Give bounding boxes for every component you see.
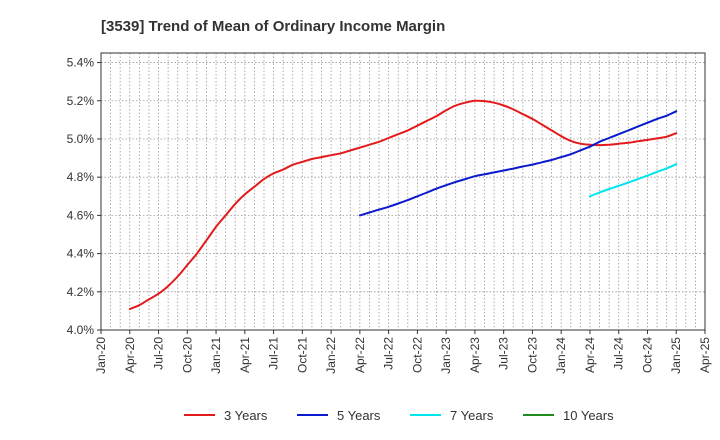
y-tick-label: 4.2%	[67, 285, 95, 299]
y-tick-label: 4.0%	[67, 323, 95, 337]
legend-label-3: 7 Years	[450, 408, 494, 423]
series-line-2	[358, 110, 678, 217]
x-tick-label: Jul-22	[382, 337, 396, 370]
y-tick-label: 4.6%	[67, 208, 95, 222]
x-tick-label: Jan-23	[439, 337, 453, 374]
x-tick-label: Jul-21	[267, 337, 281, 370]
y-tick-label: 5.4%	[67, 56, 95, 70]
x-tick-label: Jan-20	[94, 337, 108, 374]
chart-title: [3539] Trend of Mean of Ordinary Income …	[101, 18, 445, 35]
legend: 3 Years 5 Years 7 Years 10 Years	[184, 408, 614, 423]
x-tick-label: Apr-23	[468, 337, 482, 373]
series-lines	[128, 99, 678, 310]
x-tick-label: Oct-20	[180, 337, 194, 373]
x-tick-label: Apr-25	[698, 337, 712, 373]
legend-label-4: 10 Years	[563, 408, 614, 423]
grid-lines	[101, 53, 705, 330]
x-tick-label: Jul-24	[612, 337, 626, 370]
x-tick-label: Oct-24	[640, 337, 654, 373]
x-tick-label: Apr-22	[353, 337, 367, 373]
x-tick-label: Apr-21	[238, 337, 252, 373]
x-tick-label: Apr-20	[123, 337, 137, 373]
y-tick-label: 4.4%	[67, 247, 95, 261]
x-axis-ticks: Jan-20 Apr-20 Jul-20 Oct-20 Jan-21 Apr-21 Jul-…	[94, 330, 712, 374]
x-tick-label: Jan-21	[209, 337, 223, 374]
legend-label-2: 5 Years	[337, 408, 381, 423]
y-tick-label: 5.2%	[67, 94, 95, 108]
y-tick-label: 5.0%	[67, 132, 95, 146]
x-tick-label: Jan-22	[324, 337, 338, 374]
x-tick-label: Jan-25	[669, 337, 683, 374]
x-tick-label: Oct-23	[525, 337, 539, 373]
legend-label-1: 3 Years	[224, 408, 268, 423]
x-tick-label: Jul-23	[497, 337, 511, 370]
y-axis-ticks: 4.0% 4.2% 4.4% 4.6% 4.8% 5.0% 5.2% 5.4%	[67, 56, 101, 337]
series-line-3	[589, 163, 678, 198]
y-tick-label: 4.8%	[67, 170, 95, 184]
x-tick-label: Apr-24	[583, 337, 597, 373]
series-line-1	[128, 99, 678, 310]
x-tick-label: Jul-20	[152, 337, 166, 370]
plot-frame	[100, 52, 706, 331]
x-tick-label: Oct-22	[410, 337, 424, 373]
x-tick-label: Jan-24	[554, 337, 568, 374]
x-tick-label: Oct-21	[295, 337, 309, 373]
